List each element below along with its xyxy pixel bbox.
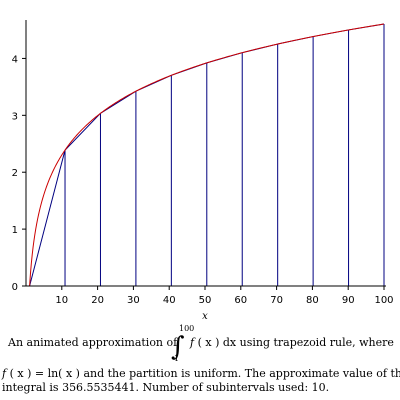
caption-line-3: integral is 356.5535441. Number of subin…: [2, 381, 329, 395]
y-tick-label-2: 2: [12, 168, 18, 179]
chart: 10 20 30 40 50 60 70 80 90 100 0 1 2 3 4 x: [12, 20, 394, 320]
x-tick-label-70: 70: [270, 295, 283, 306]
integral-sign: ∫: [171, 332, 185, 362]
integral-upper-limit: 100: [179, 324, 195, 333]
caption-dx: dx: [222, 336, 237, 349]
x-tick-label-40: 40: [163, 295, 176, 306]
y-tick-label-3: 3: [12, 111, 18, 122]
x-ticks: 10 20 30 40 50 60 70 80 90 100: [55, 286, 394, 306]
caption: An animated approximation of 100 ∫ 1 f (…: [0, 322, 400, 400]
x-tick-label-50: 50: [199, 295, 212, 306]
caption-line2-f: f: [2, 367, 7, 380]
trapezoid-top-1: [29, 149, 66, 287]
caption-line2-rest: ( x ) = ln( x ) and the partition is uni…: [9, 367, 400, 380]
caption-line-2: f ( x ) = ln( x ) and the partition is u…: [2, 367, 400, 381]
y-tick-label-0: 0: [12, 282, 18, 293]
caption-f: f: [190, 336, 195, 349]
caption-paren: ( x ): [197, 336, 220, 349]
x-tick-label-30: 30: [127, 295, 140, 306]
y-ticks: 0 1 2 3 4: [12, 54, 26, 293]
caption-line-1: An animated approximation of: [8, 336, 177, 350]
x-tick-label-90: 90: [342, 295, 355, 306]
y-tick-label-1: 1: [12, 225, 18, 236]
x-tick-label-60: 60: [234, 295, 247, 306]
caption-line3: integral is 356.5535441. Number of subin…: [2, 381, 330, 394]
curve-group: [29, 23, 385, 287]
x-tick-label-80: 80: [306, 295, 319, 306]
curve-ln-x: [29, 23, 385, 287]
x-axis-label: x: [202, 311, 208, 320]
x-tick-label-10: 10: [55, 295, 68, 306]
caption-line1-pre: An animated approximation of: [8, 336, 178, 349]
trapezoid-top-2: [64, 112, 101, 151]
axes: [25, 20, 386, 287]
integral-lower-limit: 1: [174, 354, 180, 363]
caption-line1-post: using trapezoid rule, where: [239, 336, 394, 349]
integral-symbol: 100 ∫ 1: [171, 324, 211, 363]
y-tick-label-4: 4: [12, 54, 18, 65]
x-tick-label-20: 20: [91, 295, 104, 306]
caption-line-1-cont: f ( x ) dx using trapezoid rule, where: [190, 336, 394, 350]
x-tick-label-100: 100: [374, 295, 393, 306]
